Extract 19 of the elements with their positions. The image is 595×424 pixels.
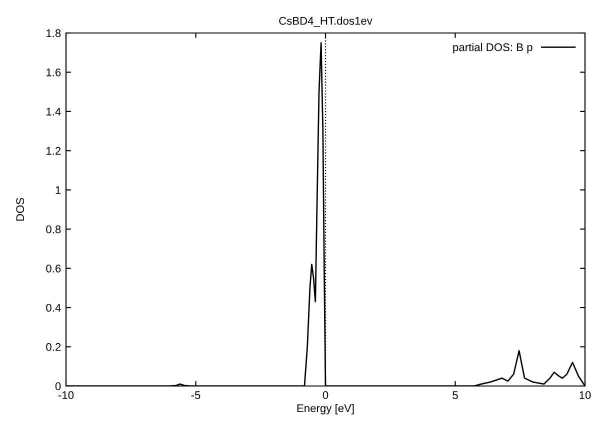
x-axis-title: Energy [eV]: [297, 404, 354, 414]
y-tick-label: 0.4: [46, 304, 61, 312]
x-tick-label: -5: [191, 391, 200, 400]
y-tick-label: 0.6: [46, 264, 61, 272]
x-tick-label: 10: [580, 391, 591, 400]
y-tick-label: 1.6: [46, 68, 61, 76]
x-tick-label: 5: [452, 391, 458, 400]
y-tick-label: 0.8: [46, 225, 61, 234]
y-tick-label: 1: [56, 186, 61, 194]
x-tick-label: -10: [58, 391, 74, 400]
y-tick-label: 1.2: [46, 146, 61, 155]
y-tick-label: 1.4: [46, 108, 61, 116]
y-axis-title: DOS: [16, 198, 24, 221]
chart-title: CsBD4_HT.dos1ev: [279, 16, 372, 27]
x-tick-label: 0: [322, 391, 328, 400]
legend-label: partial DOS: B p: [453, 43, 532, 54]
y-tick-label: 0: [55, 382, 61, 390]
y-tick-label: 0.2: [46, 343, 61, 351]
y-tick-label: 1.8: [46, 29, 61, 38]
